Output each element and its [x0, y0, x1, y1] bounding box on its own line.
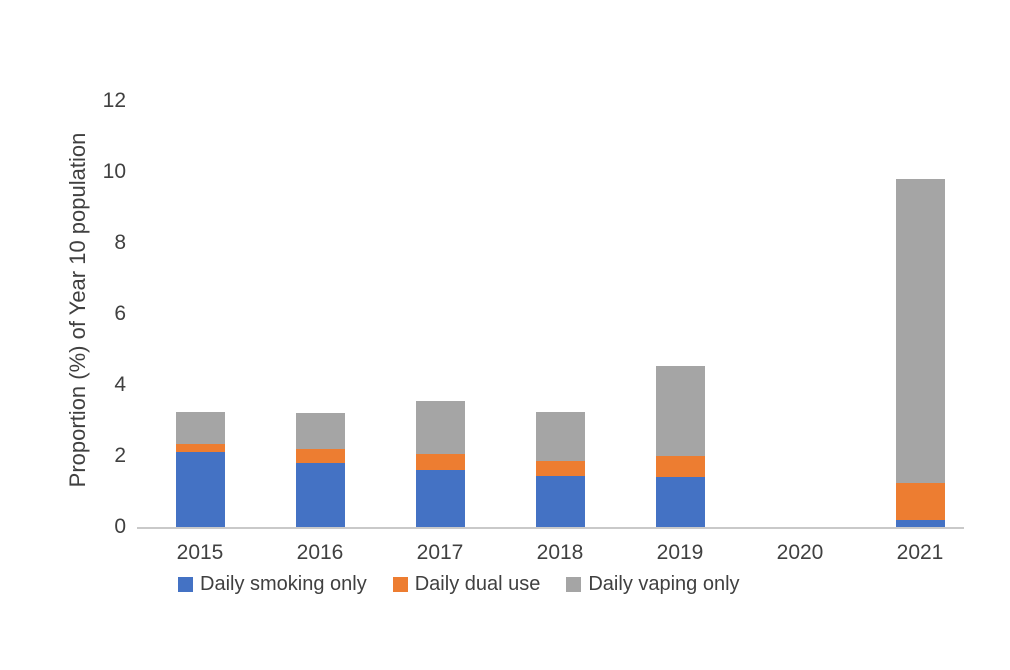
- y-axis-tick-labels: 0 2 4 6 8 10 12: [66, 0, 126, 670]
- bar-segment: [655, 365, 705, 457]
- y-tick-label: 2: [114, 444, 126, 467]
- legend-item: Daily dual use: [392, 573, 541, 596]
- y-tick-label: 8: [114, 231, 126, 254]
- y-tick-label: 4: [114, 373, 126, 396]
- x-tick-label: 2018: [536, 541, 584, 564]
- bar-segment: [175, 411, 225, 444]
- x-axis-line: [137, 527, 964, 529]
- bar-segment: [415, 454, 465, 471]
- x-tick-label: 2020: [776, 541, 824, 564]
- bar-stack-2017: [415, 400, 465, 527]
- legend-item: Daily smoking only: [178, 573, 367, 596]
- bar-segment: [175, 452, 225, 527]
- x-tick-label: 2016: [296, 541, 344, 564]
- bar-segment: [175, 443, 225, 453]
- bar-segment: [415, 400, 465, 455]
- bar-stack-2018: [535, 411, 585, 527]
- bar-stack-2021: [895, 179, 945, 527]
- bar-segment: [895, 482, 945, 520]
- x-tick-label: 2019: [656, 541, 704, 564]
- bar-segment: [295, 448, 345, 464]
- legend-label: Daily dual use: [414, 573, 541, 595]
- bar-stack-2019: [655, 365, 705, 527]
- bar-segment: [655, 477, 705, 527]
- bar-segment: [415, 470, 465, 527]
- x-tick-label: 2015: [176, 541, 224, 564]
- y-tick-label: 0: [114, 515, 126, 538]
- bar-stack-2015: [175, 411, 225, 527]
- y-tick-label: 6: [114, 302, 126, 325]
- legend-label: Daily vaping only: [588, 573, 740, 595]
- bar-segment: [895, 519, 945, 527]
- bar-segment: [295, 463, 345, 527]
- y-tick-label: 10: [102, 160, 126, 183]
- legend-item: Daily vaping only: [566, 573, 740, 596]
- bar-segment: [655, 456, 705, 478]
- bar-segment: [535, 411, 585, 462]
- bar-stack-2016: [295, 413, 345, 527]
- legend-swatch-icon: [178, 577, 193, 592]
- legend-label: Daily smoking only: [200, 573, 367, 595]
- x-tick-label: 2017: [416, 541, 464, 564]
- y-tick-label: 12: [102, 89, 126, 112]
- legend-swatch-icon: [392, 577, 408, 592]
- legend: Daily smoking only Daily dual use Daily va…: [178, 573, 740, 596]
- bar-segment: [295, 413, 345, 449]
- bar-segment: [535, 475, 585, 527]
- bar-segment: [895, 179, 945, 483]
- legend-swatch-icon: [566, 577, 582, 592]
- x-tick-label: 2021: [896, 541, 944, 564]
- bar-segment: [535, 461, 585, 476]
